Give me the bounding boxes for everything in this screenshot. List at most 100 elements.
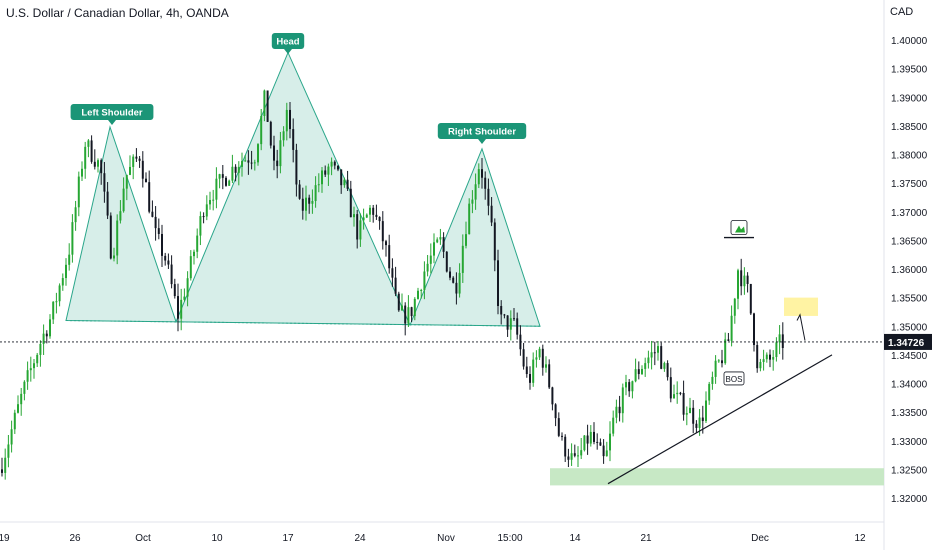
candle-body [455,282,458,294]
projection-arrow [796,313,806,341]
candle-body [311,200,314,204]
candle-body [1,469,3,473]
candle-body [276,160,279,167]
candle-body [327,166,330,175]
candle-body [551,387,554,405]
head-label-pointer [284,49,292,54]
candle-body [487,188,490,206]
candle-body [452,277,455,283]
candle-body [129,166,131,175]
price-label: 1.34726 [888,338,925,349]
candle-body [145,178,147,183]
candle-body [241,161,243,167]
candle-body [660,346,663,369]
y-tick-label: 1.32500 [891,465,928,476]
candle-body [417,290,419,299]
candle-body [298,184,301,199]
candle-body [58,285,61,302]
candle-body [397,293,400,311]
candle-body [420,289,423,291]
candle-body [554,404,557,419]
candle-body [29,368,32,371]
candle-body [135,156,138,159]
candle-body [209,200,211,205]
y-tick-label: 1.38500 [891,122,928,133]
candle-body [685,413,688,415]
candle-body [292,129,295,150]
candle-body [599,442,602,446]
candle-body [90,140,93,162]
candle-body [637,369,640,375]
candle-body [500,306,503,315]
candle-body [221,174,224,178]
candle-body [705,400,707,422]
y-tick-label: 1.33500 [891,408,928,419]
candle-body [93,161,96,167]
candle-body [119,211,122,221]
candle-body [679,392,682,394]
candle-body [404,305,407,324]
candle-body [449,271,451,278]
candle-body [289,109,291,130]
candle-body [756,345,759,369]
neckline [65,320,541,327]
candle-body [721,360,723,364]
candle-body [199,216,202,236]
x-tick-label: 15:00 [497,533,522,544]
candle-body [513,318,515,320]
candle-body [74,207,77,223]
candle-body [557,418,560,436]
candle-body [385,241,387,246]
candle-body [641,368,643,375]
y-tick-label: 1.36000 [891,265,928,276]
x-axis: 19 26 Oct 10 17 24 Nov 15:00 14 21 Dec 12 [0,533,866,544]
candle-body [570,453,573,460]
y-tick-label: 1.32000 [891,494,928,505]
overlays: 1.34726 BOS Left Shoulder Head Right Shoulde… [0,33,932,485]
candle-body [545,364,547,368]
candle-body [596,441,599,443]
candle-body [567,456,570,460]
x-tick-label: 26 [69,533,81,544]
candle-body [468,203,471,235]
candle-body [666,363,669,378]
x-tick-label: Nov [437,533,455,544]
y-tick-label: 1.37500 [891,179,928,190]
x-tick-label: Oct [135,533,151,544]
candle-body [346,179,349,189]
candle-body [746,275,749,284]
candle-body [170,264,173,285]
candle-body [279,140,282,167]
candle-body [669,377,672,399]
candle-body [225,177,227,186]
candle-body [4,457,7,473]
candle-body [580,450,583,456]
head-label: Head [276,37,299,48]
zones [550,297,884,486]
bos-text: BOS [726,375,743,384]
candle-body [583,435,586,451]
candle-body [71,222,74,255]
support-zone [550,468,884,486]
y-tick-label: 1.39500 [891,65,928,76]
candle-body [724,339,727,364]
candle-body [132,156,135,167]
candle-body [701,417,704,422]
candle-body [215,178,218,200]
candle-body [193,251,195,257]
candle-body [535,357,538,360]
y-axis: 1.40000 1.39500 1.39000 1.38500 1.38000 1.375… [891,36,928,505]
candle-body [394,277,397,294]
candle-body [401,305,403,311]
candle-body [106,191,109,216]
candle-body [13,412,16,430]
candle-body [202,216,205,218]
candle-body [577,455,579,457]
candle-body [263,90,266,116]
candle-body [269,121,272,146]
candle-body [548,364,551,388]
x-tick-label: 21 [640,533,652,544]
candle-body [650,352,653,358]
candle-body [657,346,659,353]
